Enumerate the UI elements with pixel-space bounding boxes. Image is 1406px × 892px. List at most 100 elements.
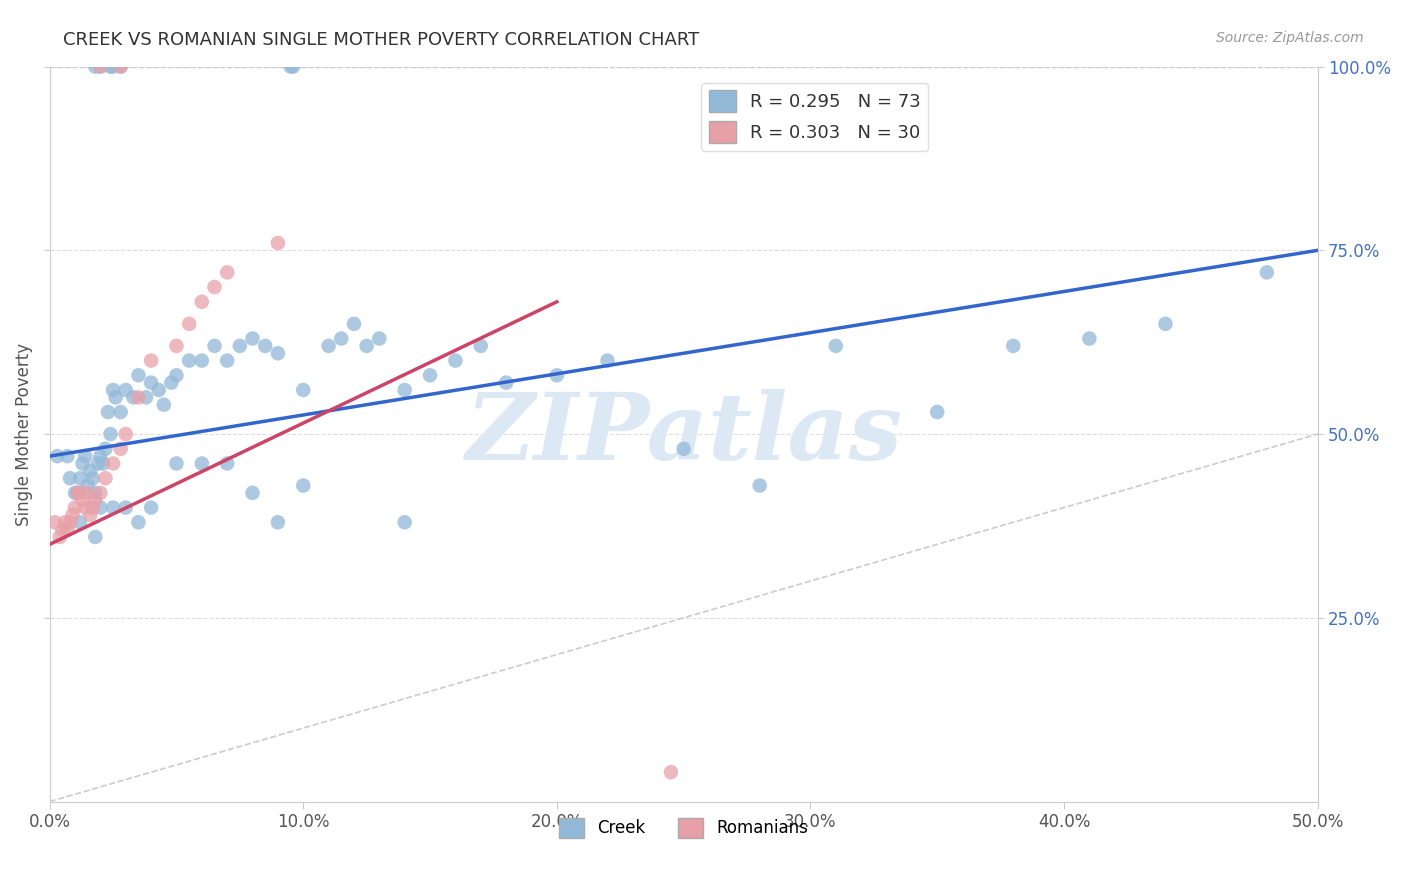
Point — [62, 508, 84, 522]
Point — [546, 368, 568, 383]
Point — [110, 60, 132, 74]
Point — [1078, 332, 1101, 346]
Point — [76, 486, 98, 500]
Point — [69, 516, 91, 530]
Point — [76, 478, 98, 492]
Point — [89, 486, 111, 500]
Point — [242, 332, 264, 346]
Point — [267, 235, 290, 250]
Point — [292, 478, 315, 492]
Point — [82, 500, 104, 515]
Point — [292, 383, 315, 397]
Point — [495, 376, 517, 390]
Point — [101, 383, 124, 397]
Point — [59, 471, 82, 485]
Point — [166, 368, 188, 383]
Point — [84, 530, 107, 544]
Point — [672, 442, 695, 456]
Point — [79, 508, 101, 522]
Point — [139, 500, 162, 515]
Point — [179, 317, 201, 331]
Point — [748, 478, 770, 492]
Point — [419, 368, 441, 383]
Point — [100, 427, 122, 442]
Point — [100, 60, 122, 74]
Point — [229, 339, 252, 353]
Point — [318, 339, 340, 353]
Text: CREEK VS ROMANIAN SINGLE MOTHER POVERTY CORRELATION CHART: CREEK VS ROMANIAN SINGLE MOTHER POVERTY … — [63, 31, 700, 49]
Point — [75, 500, 97, 515]
Point — [166, 339, 188, 353]
Point — [139, 353, 162, 368]
Point — [139, 376, 162, 390]
Point — [394, 383, 416, 397]
Point — [51, 523, 73, 537]
Point — [267, 346, 290, 360]
Point — [394, 516, 416, 530]
Point — [69, 486, 91, 500]
Point — [191, 294, 214, 309]
Y-axis label: Single Mother Poverty: Single Mother Poverty — [15, 343, 32, 525]
Point — [135, 390, 157, 404]
Point — [280, 60, 302, 74]
Point — [89, 449, 111, 463]
Point — [94, 471, 117, 485]
Point — [63, 500, 86, 515]
Point — [104, 390, 127, 404]
Point — [84, 60, 107, 74]
Point — [217, 353, 239, 368]
Point — [49, 530, 72, 544]
Point — [114, 383, 136, 397]
Point — [166, 457, 188, 471]
Point — [204, 280, 226, 294]
Point — [191, 353, 214, 368]
Point — [59, 516, 82, 530]
Point — [122, 390, 145, 404]
Point — [1256, 265, 1278, 279]
Point — [89, 60, 111, 74]
Point — [46, 449, 69, 463]
Point — [101, 457, 124, 471]
Point — [72, 457, 94, 471]
Point — [69, 471, 91, 485]
Legend: Creek, Romanians: Creek, Romanians — [553, 811, 815, 845]
Point — [66, 486, 89, 500]
Text: Source: ZipAtlas.com: Source: ZipAtlas.com — [1216, 31, 1364, 45]
Point — [101, 60, 124, 74]
Point — [97, 405, 120, 419]
Point — [84, 486, 107, 500]
Point — [110, 60, 132, 74]
Point — [281, 60, 304, 74]
Point — [63, 486, 86, 500]
Point — [254, 339, 277, 353]
Point — [53, 516, 76, 530]
Point — [127, 368, 149, 383]
Text: ZIPatlas: ZIPatlas — [465, 389, 903, 479]
Point — [94, 442, 117, 456]
Point — [596, 353, 619, 368]
Point — [114, 500, 136, 515]
Point — [470, 339, 492, 353]
Point — [79, 464, 101, 478]
Point — [356, 339, 378, 353]
Point — [72, 493, 94, 508]
Point — [179, 353, 201, 368]
Point — [217, 265, 239, 279]
Point — [56, 523, 79, 537]
Point — [127, 390, 149, 404]
Point — [824, 339, 846, 353]
Point — [330, 332, 353, 346]
Point — [114, 427, 136, 442]
Point — [101, 500, 124, 515]
Point — [89, 60, 111, 74]
Point — [152, 398, 174, 412]
Point — [204, 339, 226, 353]
Point — [110, 405, 132, 419]
Point — [84, 493, 107, 508]
Point — [87, 457, 110, 471]
Point — [659, 765, 682, 780]
Point — [66, 486, 89, 500]
Point — [127, 516, 149, 530]
Point — [44, 516, 66, 530]
Point — [160, 376, 183, 390]
